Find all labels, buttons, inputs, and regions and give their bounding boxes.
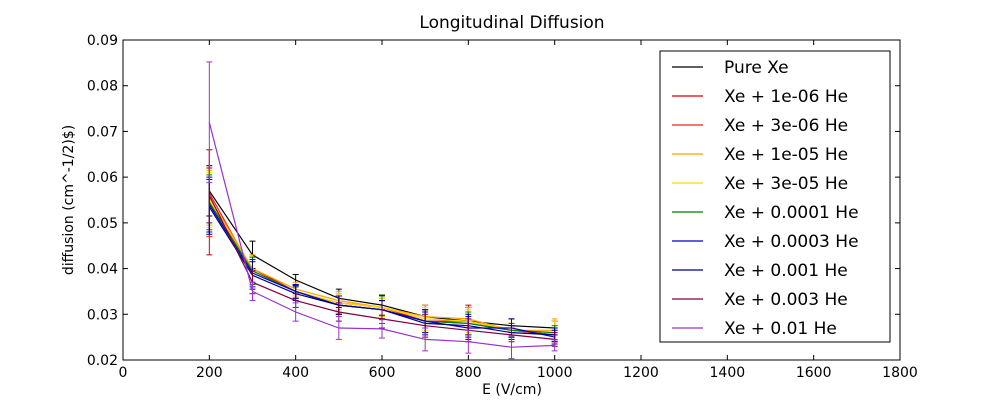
legend-item: Xe + 3e-06 He — [672, 116, 848, 136]
legend-label: Xe + 0.01 He — [724, 319, 837, 339]
y-tick-label: 0.08 — [87, 79, 118, 95]
error-bar — [206, 61, 213, 184]
y-tick-label: 0.09 — [87, 33, 118, 49]
plot-area — [206, 61, 558, 360]
y-axis-label: diffusion (cm^-1/2)$) — [61, 125, 77, 275]
legend-label: Xe + 0.0003 He — [724, 232, 859, 252]
error-bar — [335, 316, 342, 340]
legend-item: Xe + 0.01 He — [672, 319, 837, 339]
legend-label: Xe + 3e-05 He — [724, 174, 848, 194]
x-tick-label: 1000 — [537, 365, 573, 381]
error-bar — [551, 339, 558, 352]
legend-label: Xe + 3e-06 He — [724, 116, 848, 136]
y-tick-label: 0.04 — [87, 262, 118, 278]
x-tick-label: 600 — [369, 365, 396, 381]
y-tick-label: 0.07 — [87, 124, 118, 140]
x-tick-label: 0 — [119, 365, 128, 381]
legend-label: Xe + 1e-05 He — [724, 145, 848, 165]
chart-title: Longitudinal Diffusion — [419, 13, 604, 33]
legend-item: Xe + 3e-05 He — [672, 174, 848, 194]
legend-label: Xe + 1e-06 He — [724, 87, 848, 107]
y-tick-label: 0.06 — [87, 170, 118, 186]
error-bar — [249, 281, 256, 302]
y-tick-label: 0.05 — [87, 216, 118, 232]
error-bar — [379, 319, 385, 339]
legend-label: Pure Xe — [724, 58, 789, 78]
legend-item: Pure Xe — [672, 58, 789, 78]
legend-item: Xe + 0.0003 He — [672, 232, 859, 252]
error-bar — [508, 335, 515, 360]
y-tick-label: 0.02 — [87, 353, 118, 369]
axis-ticks: 0 200 400 600 800 1000 1200 1400 1600 1800 0.02 0.0… — [87, 33, 918, 381]
legend: Pure Xe Xe + 1e-06 He Xe + 3e-06 He Xe + 1e… — [659, 50, 891, 343]
x-tick-label: 1600 — [796, 365, 832, 381]
legend-label: Xe + 0.001 He — [724, 261, 848, 281]
x-tick-label: 1400 — [710, 365, 746, 381]
y-tick-label: 0.03 — [87, 307, 118, 323]
x-tick-label: 800 — [455, 365, 482, 381]
x-tick-label: 1800 — [882, 365, 918, 381]
error-bar — [422, 327, 429, 352]
legend-box — [659, 50, 891, 343]
legend-label: Xe + 0.003 He — [724, 290, 848, 310]
series-9 — [206, 61, 558, 360]
legend-item: Xe + 1e-05 He — [672, 145, 848, 165]
legend-item: Xe + 0.003 He — [672, 290, 848, 310]
legend-item: Xe + 0.0001 He — [672, 203, 859, 223]
error-bar — [292, 302, 299, 322]
legend-item: Xe + 1e-06 He — [672, 87, 848, 107]
x-tick-label: 400 — [282, 365, 309, 381]
error-bar — [465, 329, 472, 354]
x-axis-label: E (V/cm) — [482, 382, 542, 398]
legend-item: Xe + 0.001 He — [672, 261, 848, 281]
x-tick-label: 1200 — [623, 365, 659, 381]
plot-frame — [122, 39, 901, 361]
x-tick-label: 200 — [196, 365, 223, 381]
legend-label: Xe + 0.0001 He — [724, 203, 859, 223]
